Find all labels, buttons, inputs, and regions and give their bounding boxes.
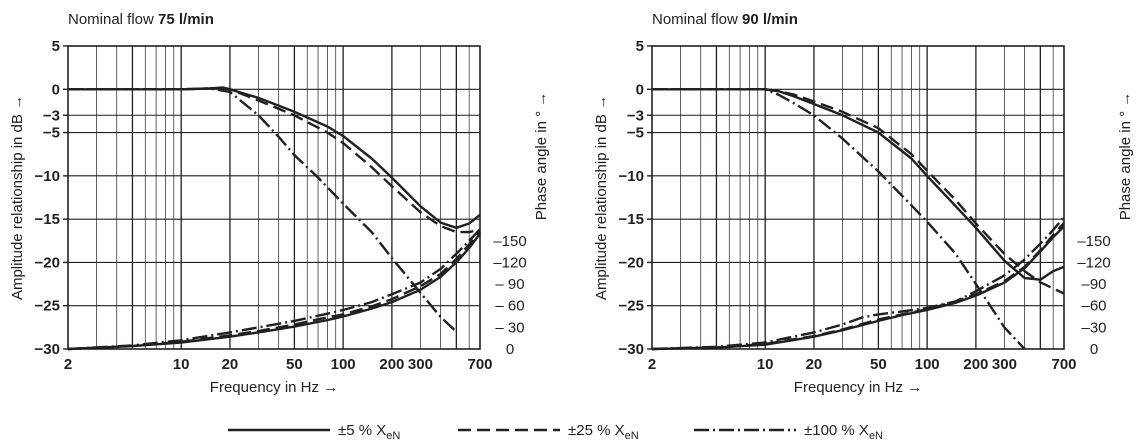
plot-frame <box>67 45 481 350</box>
legend-label-main: ±100 % X <box>804 422 869 439</box>
y-tick-label: 0 <box>52 81 60 98</box>
y-tick-label: −15 <box>35 211 60 228</box>
grid <box>652 46 1064 349</box>
y-tick-label: −15 <box>619 211 644 228</box>
y-tick-label: −25 <box>619 298 644 315</box>
x-tick-label: 100 <box>331 356 356 373</box>
x-tick-label: 2 <box>648 356 656 373</box>
phase-line-solid <box>652 225 1065 351</box>
series-group <box>68 86 481 351</box>
y-tick-label: −5 <box>627 125 644 142</box>
x-tick-label: 10 <box>173 356 190 373</box>
y-tick-label: −30 <box>35 341 60 358</box>
phase-line-dash <box>68 231 481 351</box>
amplitude-line-dash <box>68 86 481 234</box>
y2-tick-label: –120 <box>1077 254 1110 271</box>
y-tick-label: −10 <box>619 168 644 185</box>
y-axis-title: Amplitude relationship in dB → <box>593 95 610 300</box>
y2-tick-label: –60 <box>1081 298 1106 315</box>
x-tick-label: 300 <box>408 356 433 373</box>
grid <box>68 46 480 349</box>
y-tick-label: −25 <box>35 298 60 315</box>
legend: ±5 % XeN ±25 % XeN ±100 % XeN <box>228 422 883 442</box>
phase-line-dash <box>652 222 1065 351</box>
y2-tick-label: –90 <box>1081 276 1106 293</box>
y-tick-label: 0 <box>636 81 644 98</box>
series-group <box>652 88 1065 351</box>
legend-label-sub: eN <box>386 430 400 442</box>
legend-label: ±25 % XeN <box>568 422 639 442</box>
chart-title: Nominal flow 75 l/min <box>68 11 214 28</box>
y2-tick-label: –120 <box>493 254 526 271</box>
phase-line-dashdot <box>652 216 1065 351</box>
y-tick-label: −20 <box>619 254 644 271</box>
x-tick-label: 200 <box>379 356 404 373</box>
y-tick-label: 5 <box>52 38 60 55</box>
y2-tick-label: 0 <box>1090 341 1098 358</box>
x-tick-label: 100 <box>915 356 940 373</box>
phase-line-solid <box>68 232 481 351</box>
x-axis-title: Frequency in Hz → <box>794 379 922 396</box>
chart-title: Nominal flow 90 l/min <box>652 11 798 28</box>
legend-label-main: ±5 % X <box>338 422 386 439</box>
x-tick-label: 2 <box>64 356 72 373</box>
chart-panel-90: 50−3−5−10−15−20−25−30 0–30–60–90–120–1502… <box>593 11 1134 396</box>
y-tick-label: −20 <box>35 254 60 271</box>
plot-frame <box>651 45 1065 350</box>
chart-title-prefix: Nominal flow <box>652 11 742 28</box>
x-tick-label: 10 <box>757 356 774 373</box>
legend-label: ±100 % XeN <box>804 422 883 442</box>
y-tick-label: −10 <box>35 168 60 185</box>
y2-tick-label: –150 <box>493 233 526 250</box>
y2-tick-label: – 30 <box>495 319 524 336</box>
y2-tick-label: 0 <box>506 341 514 358</box>
x-tick-label: 300 <box>992 356 1017 373</box>
chart-title-flow: 90 l/min <box>742 11 798 28</box>
x-tick-label: 20 <box>806 356 823 373</box>
x-tick-label: 700 <box>467 356 492 373</box>
y2-tick-label: –30 <box>1081 319 1106 336</box>
y2-tick-label: –150 <box>1077 233 1110 250</box>
y-axis-title: Amplitude relationship in dB → <box>9 95 26 300</box>
amplitude-line-dashdot <box>68 87 458 333</box>
amplitude-line-dash <box>652 88 1065 295</box>
x-axis-title: Frequency in Hz → <box>210 379 338 396</box>
y-tick-label: 5 <box>636 38 644 55</box>
x-tick-label: 200 <box>963 356 988 373</box>
amplitude-line-dashdot <box>652 88 1026 350</box>
legend-label-sub: eN <box>625 430 639 442</box>
y-tick-label: −3 <box>43 107 60 124</box>
y-tick-label: −3 <box>627 107 644 124</box>
x-tick-label: 700 <box>1051 356 1076 373</box>
y2-axis-title: Phase angle in ° → <box>533 92 550 221</box>
chart-title-flow: 75 l/min <box>158 11 214 28</box>
legend-label-main: ±25 % X <box>568 422 625 439</box>
y2-axis-title: Phase angle in ° → <box>1117 92 1134 221</box>
amplitude-line-solid <box>68 86 481 230</box>
y2-tick-label: – 60 <box>495 298 524 315</box>
x-tick-label: 50 <box>870 356 887 373</box>
legend-label-sub: eN <box>869 430 883 442</box>
chart-title-prefix: Nominal flow <box>68 11 158 28</box>
y-tick-label: −30 <box>619 341 644 358</box>
y-tick-label: −5 <box>43 125 60 142</box>
y2-tick-label: – 90 <box>495 276 524 293</box>
chart-panel-75: 50−3−5−10−15−20−25−30 0– 30– 60– 90–120–1… <box>9 11 550 396</box>
legend-label: ±5 % XeN <box>338 422 400 442</box>
x-tick-label: 20 <box>222 356 239 373</box>
x-tick-label: 50 <box>286 356 303 373</box>
phase-line-dashdot <box>68 228 481 351</box>
